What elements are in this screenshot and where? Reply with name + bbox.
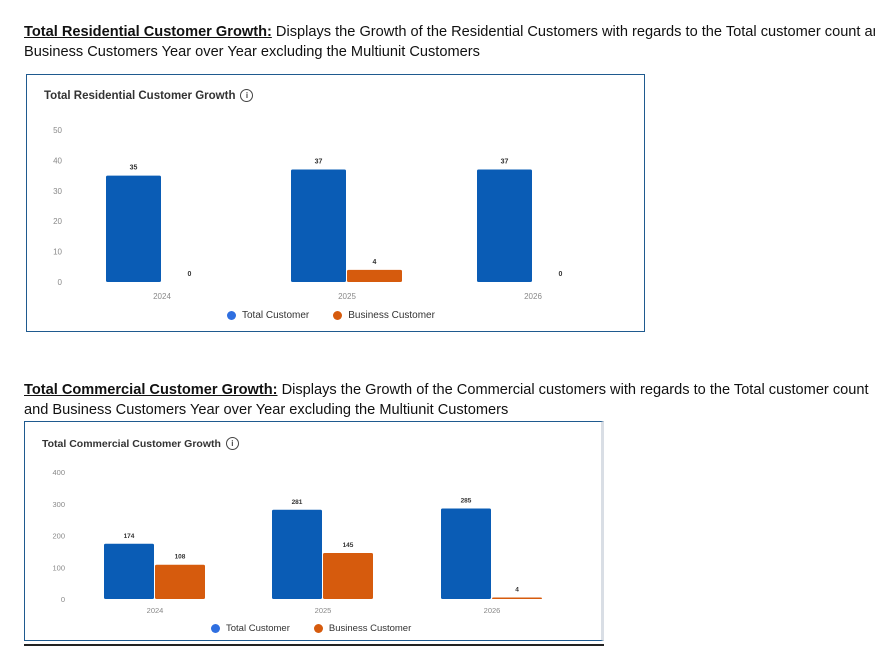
residential-chart-title: Total Residential Customer Growth i — [44, 89, 254, 102]
commercial-description-heading: Total Commercial Customer Growth: — [24, 382, 278, 398]
data-label: 35 — [130, 165, 138, 172]
x-tick-label: 2024 — [153, 292, 171, 301]
residential-bar-chart: 0 10 20 30 40 50 35 0 2024 37 4 2025 37 0 2026 — [53, 126, 563, 301]
data-label: 174 — [124, 533, 135, 540]
commercial-description-text2: and Business Customers Year over Year ex… — [24, 402, 509, 418]
legend-total-customer[interactable]: Total Customer — [211, 623, 290, 634]
y-tick-label: 100 — [52, 563, 65, 572]
data-label: 0 — [188, 271, 192, 278]
y-tick-label: 30 — [53, 187, 62, 196]
bar-business-2025[interactable] — [323, 552, 373, 599]
commercial-chart-title-text: Total Commercial Customer Growth — [42, 437, 221, 450]
bar-total-2026[interactable] — [477, 169, 532, 282]
x-tick-label: 2025 — [315, 606, 332, 615]
data-label: 108 — [175, 554, 186, 561]
y-tick-label: 200 — [52, 532, 65, 541]
y-tick-label: 20 — [53, 217, 62, 226]
bar-total-2024[interactable] — [104, 543, 154, 599]
residential-description-heading: Total Residential Customer Growth: — [24, 24, 272, 40]
legend-business-customer[interactable]: Business Customer — [313, 623, 412, 634]
data-label: 285 — [461, 498, 472, 505]
bar-total-2025[interactable] — [291, 169, 346, 282]
info-icon[interactable]: i — [240, 89, 254, 102]
residential-description-text2: Business Customers Year over Year exclud… — [24, 44, 480, 60]
residential-description: Total Residential Customer Growth: Displ… — [24, 22, 875, 62]
legend-business-label: Business Customer — [348, 310, 435, 321]
commercial-description-text1: Displays the Growth of the Commercial cu… — [277, 382, 869, 398]
y-tick-label: 40 — [53, 156, 62, 165]
commercial-bar-chart: 0 100 200 300 400 174 108 2024 281 145 2025 285 4 202… — [52, 468, 542, 615]
x-tick-label: 2025 — [338, 292, 356, 301]
residential-chart-title-text: Total Residential Customer Growth — [44, 89, 236, 102]
x-tick-label: 2024 — [147, 606, 164, 615]
commercial-chart-title: Total Commercial Customer Growth i — [42, 437, 239, 450]
commercial-chart-legend: Total Customer Business Customer — [211, 623, 411, 634]
commercial-chart-card: Total Commercial Customer Growth i 0 100 2… — [24, 421, 604, 641]
residential-description-text1: Displays the Growth of the Residential C… — [271, 24, 875, 40]
legend-dot-total — [211, 624, 220, 633]
legend-total-label: Total Customer — [226, 623, 290, 634]
bar-business-2024[interactable] — [155, 564, 205, 599]
legend-dot-business — [313, 624, 323, 633]
y-tick-label: 0 — [58, 278, 63, 287]
residential-chart-card: Total Residential Customer Growth i 0 10 2… — [26, 74, 645, 332]
commercial-description-line1: Total Commercial Customer Growth: Displa… — [24, 380, 869, 400]
data-label: 4 — [373, 259, 377, 266]
bottom-divider — [24, 644, 604, 646]
bar-business-2026[interactable] — [492, 597, 542, 600]
legend-business-label: Business Customer — [328, 623, 412, 634]
data-label: 0 — [559, 271, 563, 278]
y-tick-label: 10 — [53, 248, 62, 257]
legend-total-customer[interactable]: Total Customer — [227, 310, 309, 321]
legend-business-customer[interactable]: Business Customer — [333, 310, 435, 321]
data-label: 145 — [343, 542, 354, 549]
data-label: 37 — [315, 159, 323, 166]
residential-chart-legend: Total Customer Business Customer — [227, 310, 435, 321]
y-tick-label: 0 — [61, 595, 65, 604]
y-tick-label: 300 — [52, 500, 65, 509]
data-label: 37 — [501, 159, 509, 166]
x-tick-label: 2026 — [484, 606, 501, 615]
bar-business-2025[interactable] — [347, 269, 402, 282]
bar-total-2024[interactable] — [106, 175, 161, 282]
y-tick-label: 50 — [53, 126, 62, 135]
legend-dot-total — [227, 311, 236, 320]
data-label: 281 — [292, 499, 303, 506]
bar-total-2025[interactable] — [272, 509, 322, 599]
legend-dot-business — [333, 311, 343, 320]
legend-total-label: Total Customer — [242, 310, 310, 321]
bar-total-2026[interactable] — [441, 508, 491, 599]
commercial-description: Total Commercial Customer Growth: Displa… — [24, 380, 869, 420]
residential-description-line1: Total Residential Customer Growth: Displ… — [24, 22, 875, 42]
data-label: 4 — [515, 587, 519, 594]
info-icon[interactable]: i — [225, 437, 239, 450]
y-tick-label: 400 — [52, 468, 65, 477]
x-tick-label: 2026 — [524, 292, 542, 301]
